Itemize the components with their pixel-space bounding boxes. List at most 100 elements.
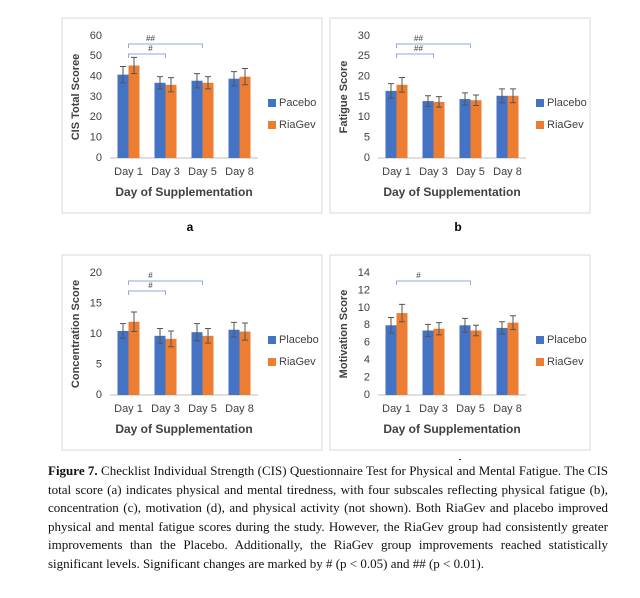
y-tick-label: 10 [90, 132, 102, 144]
bar [117, 74, 129, 158]
error-bar [131, 311, 137, 333]
caption-label: Figure 7. [48, 463, 98, 478]
y-axis-label: CIS Total Scoree [70, 54, 82, 141]
x-tick-label: Day 5 [188, 166, 217, 178]
bar [165, 84, 177, 158]
legend-swatch [268, 336, 276, 344]
x-axis-label: Day of Supplementation [115, 185, 252, 199]
x-tick-label: Day 8 [493, 403, 522, 415]
error-bar [425, 323, 431, 338]
x-tick-label: Day 1 [382, 166, 411, 178]
error-bar [205, 328, 211, 344]
error-bar [131, 56, 137, 75]
bar [128, 321, 140, 395]
significance-bracket [396, 53, 434, 58]
error-bar [499, 88, 505, 104]
legend-label: Placebo [547, 334, 587, 346]
y-tick-label: 8 [364, 319, 370, 331]
y-tick-label: 5 [364, 132, 370, 144]
y-tick-label: 2 [364, 371, 370, 383]
legend-swatch [536, 99, 544, 107]
bar [228, 78, 240, 158]
error-bar [157, 76, 163, 90]
bar [459, 99, 471, 158]
error-bar [120, 323, 126, 339]
bar [202, 82, 214, 158]
bar [470, 330, 482, 395]
panel-letter: d [454, 457, 461, 460]
significance-label: # [148, 281, 153, 290]
panel-border [61, 17, 323, 214]
x-tick-label: Day 3 [419, 403, 448, 415]
y-tick-label: 4 [364, 354, 370, 366]
panel-letter: b [454, 220, 461, 234]
bar [154, 82, 166, 158]
bar [117, 330, 129, 395]
error-bar [242, 322, 248, 341]
y-tick-label: 50 [90, 50, 102, 62]
x-tick-label: Day 5 [456, 403, 485, 415]
error-bar [462, 92, 468, 106]
bar [128, 65, 140, 158]
x-tick-label: Day 5 [188, 403, 217, 415]
y-tick-label: 15 [358, 91, 370, 103]
panel-border [329, 254, 591, 451]
legend-swatch [268, 121, 276, 129]
x-tick-label: Day 3 [151, 166, 180, 178]
bar [396, 313, 408, 395]
error-bar [436, 96, 442, 108]
x-tick-label: Day 1 [382, 403, 411, 415]
caption-text: Checklist Individual Strength (CIS) Ques… [48, 463, 608, 571]
legend-label: Pacebo [279, 97, 316, 109]
error-bar [168, 330, 174, 348]
error-bar [399, 303, 405, 323]
error-bar [231, 321, 237, 338]
bar [396, 84, 408, 158]
y-tick-label: 10 [90, 328, 102, 340]
error-bar [194, 323, 200, 342]
error-bar [462, 317, 468, 333]
legend-label: RiaGev [279, 119, 316, 131]
bar [191, 80, 203, 158]
y-tick-label: 40 [90, 71, 102, 83]
bar [239, 331, 251, 395]
y-tick-label: 0 [96, 389, 102, 401]
significance-label: ## [146, 34, 155, 43]
legend-label: RiaGev [547, 119, 584, 131]
bar [154, 335, 166, 395]
bar [385, 325, 397, 395]
x-tick-label: Day 8 [225, 403, 254, 415]
y-tick-label: 6 [364, 337, 370, 349]
y-tick-label: 12 [358, 284, 370, 296]
significance-bracket [128, 280, 203, 285]
error-bar [194, 73, 200, 89]
y-tick-label: 20 [90, 267, 102, 279]
legend-swatch [268, 99, 276, 107]
y-tick-label: 10 [358, 111, 370, 123]
y-tick-label: 0 [364, 152, 370, 164]
x-axis-label: Day of Supplementation [383, 185, 520, 199]
y-tick-label: 20 [358, 71, 370, 83]
significance-label: # [148, 271, 153, 280]
bar [496, 327, 508, 395]
error-bar [231, 71, 237, 87]
bar [239, 76, 251, 158]
bar [422, 330, 434, 395]
bar [470, 100, 482, 158]
error-bar [120, 66, 126, 84]
y-axis-label: Concentration Score [70, 280, 82, 388]
error-bar [473, 324, 479, 337]
significance-bracket [396, 280, 471, 285]
y-tick-label: 0 [96, 152, 102, 164]
error-bar [168, 77, 174, 93]
significance-label: # [416, 271, 421, 280]
y-tick-label: 30 [90, 91, 102, 103]
error-bar [388, 83, 394, 99]
bar [191, 332, 203, 395]
legend-swatch [268, 358, 276, 366]
y-tick-label: 0 [364, 389, 370, 401]
significance-bracket [128, 43, 203, 48]
legend-label: Placebo [279, 334, 319, 346]
error-bar [510, 315, 516, 331]
bar [507, 95, 519, 158]
